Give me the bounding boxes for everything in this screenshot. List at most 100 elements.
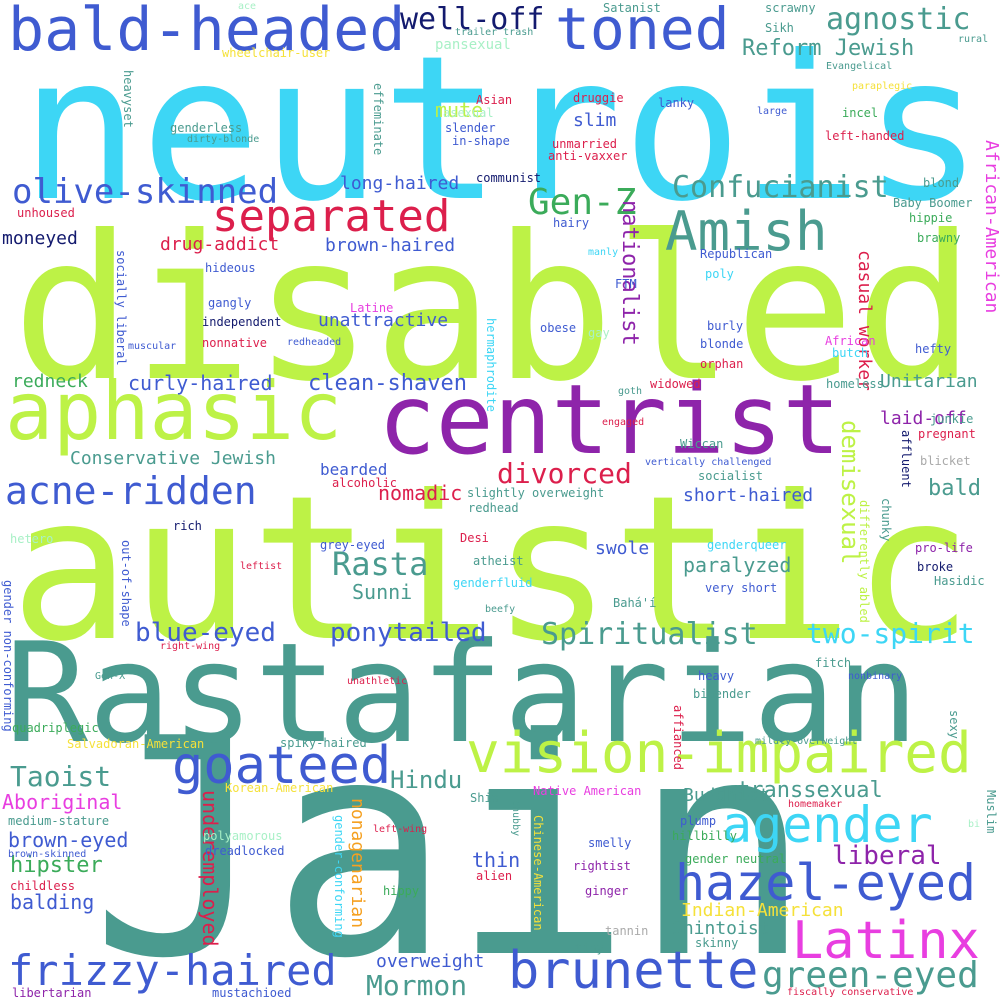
word: bearded [320,460,388,479]
word: butch [832,346,869,360]
word: toned [555,0,730,63]
word: heavy [698,669,735,683]
word: Amish [665,200,828,263]
word: affianced [671,705,685,771]
word: skinny [695,936,739,950]
word: nonagenarian [347,798,368,929]
word: ponytailed [330,618,487,648]
word: nonbinary [848,671,903,682]
word: out-of-shape [119,540,133,627]
word: leftist [240,561,283,572]
word: differently abled [857,500,871,623]
word: genderless [170,121,243,135]
word: aphasic [5,365,343,458]
word: African [825,334,876,348]
word: heavyset [121,70,135,128]
word: Jain [90,675,813,1000]
word: genderqueer [707,538,787,552]
word: incel [842,106,879,120]
word: Aboriginal [2,790,123,814]
word: hairy [553,216,590,230]
word: brunette [508,941,759,1000]
word: vertically challenged [645,457,772,468]
word: libertarian [12,986,92,1000]
word: swole [595,538,650,559]
word: brown-eyed [8,828,129,852]
word: Satanist [603,1,661,15]
word: Rastafarian [5,613,919,774]
word: African-American [981,140,1000,314]
word: Rasta [332,545,429,583]
word: disabled [12,193,976,426]
word: Evangelical [826,61,893,72]
word: fitch [815,656,852,670]
word: Baby Boomer [893,196,973,210]
word: nationalist [617,200,642,346]
word: alcoholic [332,476,398,490]
word: unhoused [17,206,75,220]
word: Salvadoran-American [67,737,205,751]
word: ginger [585,884,629,898]
word: brown-skinned [8,849,87,860]
word: sexy [947,710,961,739]
word: mustachioed [212,986,292,1000]
word: Taoist [10,760,112,793]
word: socialist [698,469,764,483]
word: separated [212,191,451,242]
word: pansexual [435,37,511,53]
word: left-handed [825,129,905,143]
word: chunky [879,498,893,542]
word: smelly [588,836,632,850]
word: chubby [510,800,521,837]
word: Indian-American [681,900,844,921]
word: widowed [650,377,701,391]
word: beefy [485,604,516,615]
word: obese [540,321,577,335]
word: slim [573,110,617,131]
word: childless [10,879,76,893]
word: affluent [899,430,913,488]
word: hetero [10,532,54,546]
word: redneck [12,371,88,392]
word: Conservative Jewish [70,448,276,469]
word: unattractive [318,310,449,331]
word: hippy [383,884,420,898]
word: junkie [930,412,974,426]
word: blonde [700,337,744,351]
word: rightist [573,859,631,873]
word: bi [968,819,981,830]
word: lanky [658,96,695,110]
word: hefty [915,342,952,356]
word: Native American [533,784,642,798]
word: medium-stature [8,814,110,828]
word: mute [435,98,484,122]
word: slightly overweight [467,486,605,500]
word: Bahá'í [613,596,657,610]
word: curly-haired [128,371,273,395]
word: Reform Jewish [742,36,915,61]
word: Shia [470,791,499,805]
word: redheaded [287,337,342,348]
word: anti-vaxxer [548,149,628,163]
word: nonnative [202,336,268,350]
word: spiky-haired [280,736,367,750]
word: paraplegic [852,81,913,92]
word: Sunni [352,580,413,604]
word: moneyed [2,228,78,249]
word: left-wing [373,824,428,835]
word: bigender [693,687,751,701]
word: two-spirit [806,617,975,650]
word: gender non-conforming [1,580,15,732]
word: druggie [573,91,624,105]
word: liberal [832,841,942,871]
word: divorced [497,457,632,490]
word: homemaker [788,799,843,810]
word: orphan [700,357,744,371]
word: agnostic [826,2,971,37]
word: balding [10,890,95,914]
word: Mormon [366,969,468,1000]
word: Gen-X [95,671,126,682]
word: trailer trash [455,27,534,38]
word: Asian [476,93,513,107]
word: Wiccan [680,437,724,451]
